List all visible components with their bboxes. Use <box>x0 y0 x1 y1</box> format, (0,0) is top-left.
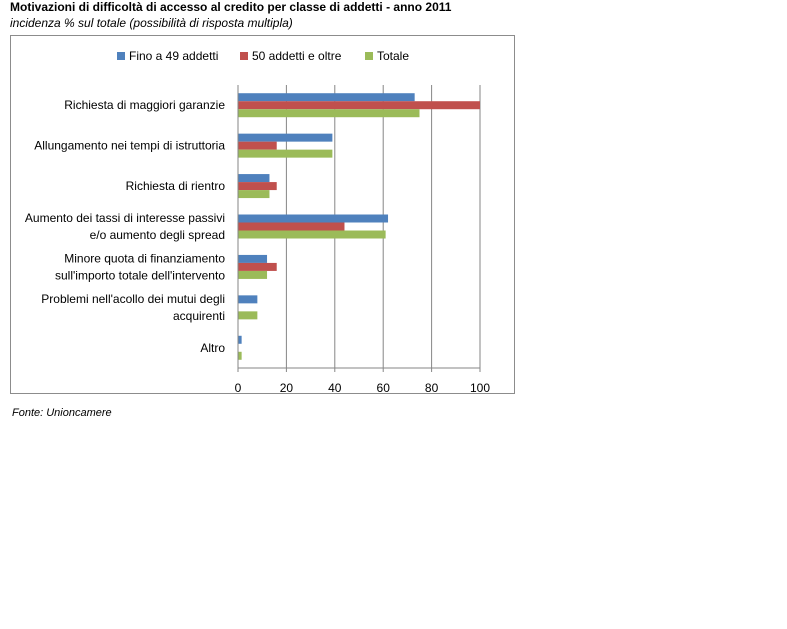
chart-frame <box>10 35 515 394</box>
category-label: Altro <box>200 341 225 355</box>
legend-label: 50 addetti e oltre <box>252 49 342 63</box>
legend-swatch <box>365 52 373 60</box>
bar <box>238 222 345 231</box>
x-tick-label: 20 <box>280 381 294 395</box>
x-tick-label: 40 <box>328 381 342 395</box>
bar <box>238 254 268 263</box>
bar <box>238 133 333 142</box>
x-tick-label: 60 <box>377 381 391 395</box>
bar <box>238 101 480 110</box>
category-label: Richiesta di rientro <box>126 179 226 193</box>
bar <box>238 335 242 344</box>
bar <box>238 93 415 102</box>
legend-label: Fino a 49 addetti <box>129 49 218 63</box>
x-tick-label: 80 <box>425 381 439 395</box>
bar <box>238 149 333 158</box>
bar <box>238 109 420 118</box>
category-label: Minore quota di finanziamento <box>64 251 225 265</box>
legend-swatch <box>240 52 248 60</box>
bar <box>238 262 277 271</box>
category-label: Problemi nell'acollo dei mutui degli <box>41 292 225 306</box>
category-label: e/o aumento degli spread <box>90 228 225 242</box>
legend-label: Totale <box>377 49 409 63</box>
bar <box>238 295 258 304</box>
x-tick-label: 100 <box>470 381 490 395</box>
bar <box>238 174 270 183</box>
bar <box>238 182 277 191</box>
category-label: acquirenti <box>173 309 225 323</box>
bar <box>238 190 270 199</box>
bar <box>238 214 389 223</box>
source-note: Fonte: Unioncamere <box>12 407 112 419</box>
bar <box>238 351 242 360</box>
chart-subtitle: incidenza % sul totale (possibilità di r… <box>10 16 293 30</box>
category-label: Allungamento nei tempi di istruttoria <box>34 139 225 153</box>
category-label: Richiesta di maggiori garanzie <box>64 98 225 112</box>
bar <box>238 270 268 279</box>
legend-swatch <box>117 52 125 60</box>
x-tick-label: 0 <box>235 381 242 395</box>
bar <box>238 141 277 150</box>
category-label: Aumento dei tassi di interesse passivi <box>25 211 225 225</box>
chart-title: Motivazioni di difficoltà di accesso al … <box>10 0 452 14</box>
bar <box>238 311 258 320</box>
category-label: sull'importo totale dell'intervento <box>55 268 225 282</box>
bar <box>238 230 386 239</box>
